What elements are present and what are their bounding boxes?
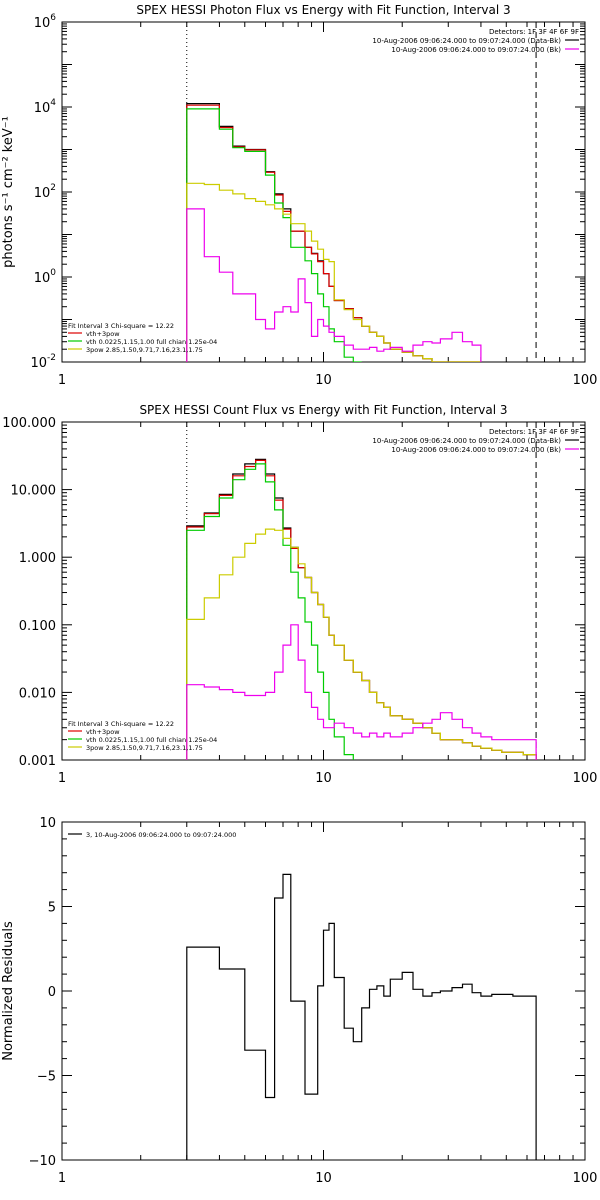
x-tick-label: 100 xyxy=(573,373,598,388)
legend-entry-text: Detectors: 1F 3F 4F 6F 9F xyxy=(489,28,579,36)
series-1-line xyxy=(186,103,481,362)
y-tick-label-exp: 6 xyxy=(50,13,56,23)
y-tick-label: 1.000 xyxy=(19,551,56,566)
legend-left: Fit Interval 3 Chi-square = 12.22vth+3po… xyxy=(68,322,217,354)
y-axis-label: photons s⁻¹ cm⁻² keV⁻¹ xyxy=(1,116,16,268)
legend-entry-text: 10-Aug-2006 09:06:24.000 to 09:07:24.000… xyxy=(372,437,561,445)
series-3-line xyxy=(186,108,362,362)
y-tick-label: 100 xyxy=(34,268,57,286)
y-tick-label: 10 xyxy=(39,816,56,831)
y-tick-label: 106 xyxy=(34,13,57,31)
x-tick-label: 100 xyxy=(573,771,598,786)
chart-panel-2: SPEX HESSI Count Flux vs Energy with Fit… xyxy=(2,403,597,786)
y-tick-label-exp: 0 xyxy=(50,268,56,278)
y-tick-label: 5 xyxy=(48,901,56,916)
legend-entry-text: 3, 10-Aug-2006 09:06:24.000 to 09:07:24.… xyxy=(86,831,236,839)
series-2-line xyxy=(186,104,481,362)
series-3-line xyxy=(186,463,354,760)
series-2-line xyxy=(186,459,537,760)
legend-entry-text: 10-Aug-2006 09:06:24.000 to 09:07:24.000… xyxy=(391,446,561,454)
x-tick-label: 10 xyxy=(315,771,332,786)
y-tick-label-base: 10 xyxy=(34,16,51,31)
y-tick-label: 0.010 xyxy=(19,686,56,701)
y-tick-label: 0.100 xyxy=(19,619,56,634)
chart-panel-3: 1 10 100 −10 −5 0 5 10 Normalized Residuals 3, 10… xyxy=(1,816,597,1186)
y-tick-label-base: 10 xyxy=(34,271,51,286)
legend-entry-text: 10-Aug-2006 09:06:24.000 to 09:07:24.000… xyxy=(372,37,561,45)
y-tick-label-exp: 2 xyxy=(50,183,56,193)
series-4-line xyxy=(186,528,537,760)
series-1-line xyxy=(186,873,537,1160)
legend-entry-text: vth 0.0225,1.15,1.00 full chian 1.25e-04 xyxy=(86,736,217,744)
chart-title: SPEX HESSI Count Flux vs Energy with Fit… xyxy=(139,403,507,417)
x-tick-label: 1 xyxy=(58,1171,66,1186)
y-tick-label-exp: 4 xyxy=(50,98,56,108)
x-tick-label: 10 xyxy=(315,1171,332,1186)
plot-frame xyxy=(61,21,586,363)
legend-entry-text: Detectors: 1F 3F 4F 6F 9F xyxy=(489,428,579,436)
chart-panel-1: SPEX HESSI Photon Flux vs Energy with Fi… xyxy=(1,3,597,388)
legend-entry-text: 3pow 2.85,1.50,9.71,7.16,23.1,1.75 xyxy=(86,744,203,752)
y-tick-label: 100.000 xyxy=(2,416,56,431)
x-tick-label: 1 xyxy=(58,373,66,388)
x-tick-label: 10 xyxy=(315,373,332,388)
legend-entry-text: vth+3pow xyxy=(86,728,120,736)
plot-frame xyxy=(61,821,586,1161)
y-tick-label: 0 xyxy=(48,985,56,1000)
y-tick-label: 102 xyxy=(34,183,56,201)
legend-entry-text: vth+3pow xyxy=(86,330,120,338)
x-tick-label: 100 xyxy=(573,1171,598,1186)
legend-left: Fit Interval 3 Chi-square = 12.22vth+3po… xyxy=(68,720,217,752)
legend-entry-text: Fit Interval 3 Chi-square = 12.22 xyxy=(68,720,174,728)
chart-title: SPEX HESSI Photon Flux vs Energy with Fi… xyxy=(136,3,510,17)
legend-left: 3, 10-Aug-2006 09:06:24.000 to 09:07:24.… xyxy=(68,831,236,839)
legend-entry-text: Fit Interval 3 Chi-square = 12.22 xyxy=(68,322,174,330)
series-1-line xyxy=(186,458,537,760)
plot-frame xyxy=(61,421,586,761)
y-tick-label: 0.001 xyxy=(19,754,56,769)
y-tick-label: 10-2 xyxy=(30,353,56,371)
series-4-line xyxy=(186,182,481,362)
y-tick-label-base: 10 xyxy=(34,101,51,116)
y-tick-label-base: 10 xyxy=(34,186,51,201)
y-tick-label: 10.000 xyxy=(11,484,57,499)
y-tick-label-base: 10 xyxy=(30,356,47,371)
legend-entry-text: 3pow 2.85,1.50,9.71,7.16,23.1,1.75 xyxy=(86,346,203,354)
series-5-line xyxy=(186,208,482,362)
legend-entry-text: vth 0.0225,1.15,1.00 full chian 1.25e-04 xyxy=(86,338,217,346)
legend-entry-text: 10-Aug-2006 09:06:24.000 to 09:07:24.000… xyxy=(391,46,561,54)
y-axis-label: Normalized Residuals xyxy=(1,921,16,1061)
y-tick-label: −10 xyxy=(29,1154,56,1169)
y-tick-label-exp: -2 xyxy=(47,353,56,363)
series-5-line xyxy=(186,624,537,760)
y-tick-label: 104 xyxy=(34,98,57,116)
x-tick-label: 1 xyxy=(58,771,66,786)
y-tick-label: −5 xyxy=(37,1070,56,1085)
